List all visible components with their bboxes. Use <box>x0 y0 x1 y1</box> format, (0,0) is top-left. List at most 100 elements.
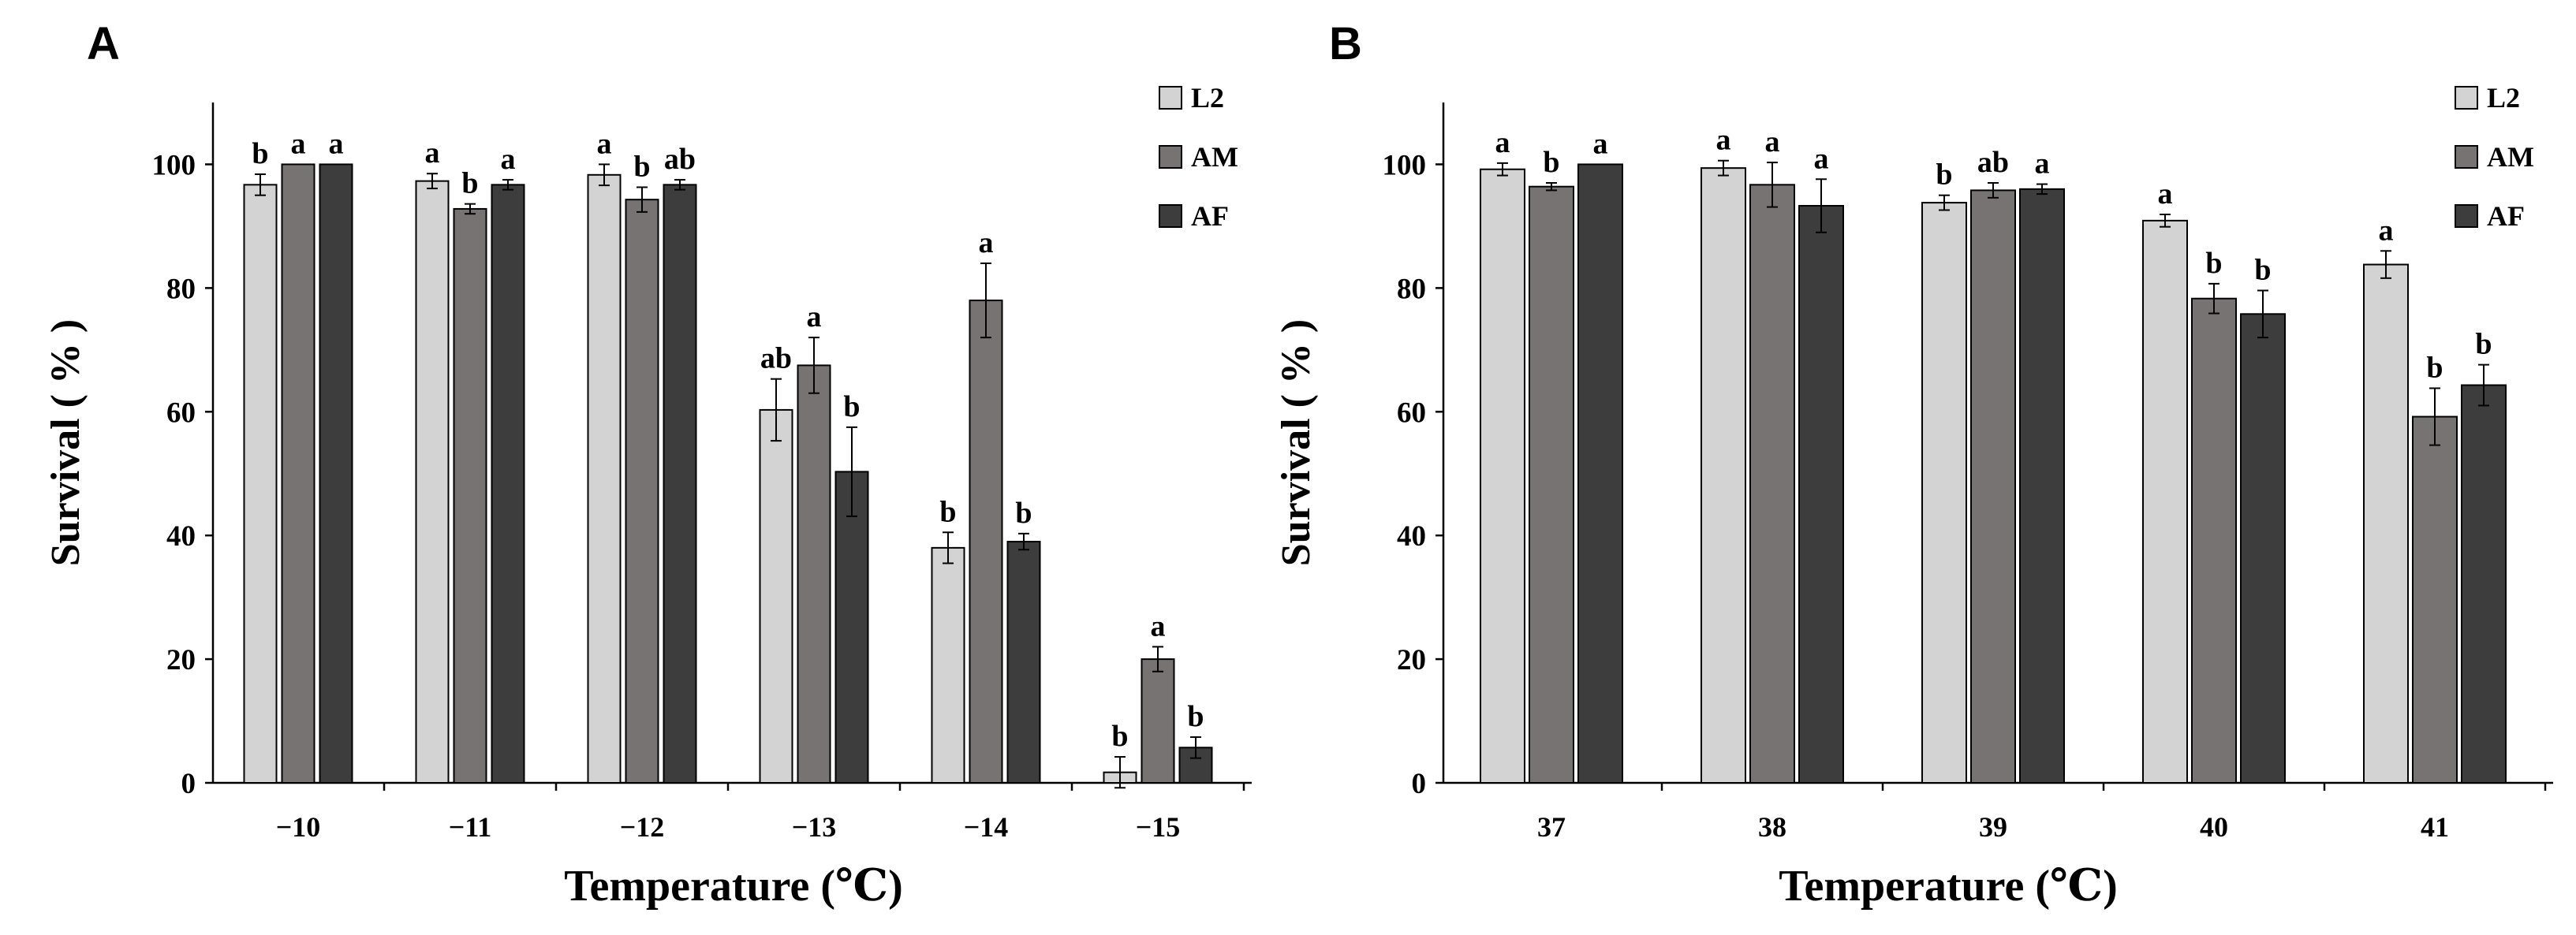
panel-b-significance-letter: a <box>1495 126 1510 159</box>
panel-b-y-tick-label: 60 <box>1397 397 1426 429</box>
panel-a-y-axis-title: Survival ( % ) <box>43 319 88 566</box>
panel-a-bar-l2 <box>759 408 793 784</box>
panel-b-bar-af <box>2019 188 2065 784</box>
panel-a-significance-letter: a <box>291 127 306 160</box>
panel-b-x-tick-label: 41 <box>2421 811 2449 843</box>
panel-b-significance-letter: b <box>1543 146 1559 179</box>
panel-a-bar-af <box>1006 541 1041 784</box>
panel-b-significance-letter: a <box>1814 142 1829 175</box>
panel-b-x-tick-label: 38 <box>1758 811 1786 843</box>
panel-b-bar-l2 <box>2363 263 2409 784</box>
panel-a-bar-am <box>625 199 659 784</box>
panel-a-significance-letter: a <box>501 143 516 176</box>
panel-b-significance-letter: a <box>2035 147 2050 181</box>
panel-a-bar-af <box>491 184 525 784</box>
panel-a-bar-am <box>281 163 315 784</box>
panel-b-y-tick-label: 20 <box>1397 644 1426 676</box>
panel-a-bar-l2 <box>415 180 450 784</box>
panel-a-label: A <box>87 18 120 69</box>
panel-b-significance-letter: a <box>1765 125 1780 158</box>
panel-a-significance-letter: b <box>252 137 268 170</box>
panel-b-bar-l2 <box>2142 219 2188 784</box>
panel-a-x-tick-label: −11 <box>449 811 492 843</box>
panel-a-bar-am <box>1141 658 1175 784</box>
panel-b-significance-letter: b <box>2254 254 2271 287</box>
panel-b-bar-am <box>2412 415 2458 784</box>
panel-a-significance-letter: b <box>461 167 478 200</box>
panel-b-x-tick-label: 40 <box>2200 811 2228 843</box>
panel-a-significance-letter: a <box>329 127 344 160</box>
panel-a-significance-letter: a <box>1151 609 1166 643</box>
panel-a-significance-letter: a <box>425 136 440 169</box>
panel-b-legend-swatch-af <box>2455 204 2478 228</box>
panel-b-legend-label-af: AF <box>2487 200 2525 232</box>
panel-a-bar-am <box>797 364 831 784</box>
panel-b-significance-letter: a <box>2379 214 2394 247</box>
panel-a-y-tick-label: 100 <box>152 149 196 181</box>
panel-a-x-tick-label: −13 <box>792 811 837 843</box>
panel-a-y-tick-label: 60 <box>166 397 196 429</box>
panel-a-significance-letter: b <box>1015 497 1032 530</box>
panel-b-label: B <box>1329 18 1362 69</box>
panel-b-x-tick-label: 39 <box>1979 811 2007 843</box>
panel-b-y-axis-title: Survival ( % ) <box>1274 319 1319 566</box>
panel-a-legend-label-l2: L2 <box>1191 82 1224 114</box>
panel-b-bar-af <box>1577 163 1623 784</box>
panel-b-significance-letter: b <box>2205 247 2222 280</box>
panel-a-y-tick-label: 40 <box>166 520 196 553</box>
panel-a-legend-swatch-am <box>1159 145 1182 169</box>
panel-b-legend-label-l2: L2 <box>2487 82 2520 114</box>
panel-b-significance-letter: ab <box>1977 146 2009 179</box>
panel-b-significance-letter: b <box>1936 158 1952 192</box>
panel-a-legend-label-af: AF <box>1191 200 1229 232</box>
panel-a-y-tick-label: 20 <box>166 644 196 676</box>
panel-b-y-tick-label: 40 <box>1397 520 1426 553</box>
panel-a-legend-swatch-af <box>1159 204 1182 228</box>
panel-a-x-tick-label: −10 <box>276 811 321 843</box>
panel-b-significance-letter: a <box>2158 177 2173 210</box>
panel-a-significance-letter: b <box>1187 700 1204 733</box>
panel-a-significance-letter: b <box>633 150 650 183</box>
panel-b-bar-am <box>1749 184 1795 784</box>
panel-a-significance-letter: b <box>939 495 956 528</box>
panel-a-significance-letter: b <box>843 390 860 423</box>
panel-b-legend-swatch-am <box>2455 145 2478 169</box>
panel-b-bar-l2 <box>1480 168 1525 784</box>
panel-b-bar-am <box>1970 189 2016 784</box>
panel-a-significance-letter: a <box>979 226 994 259</box>
panel-a-bar-am <box>969 300 1003 784</box>
panel-a-y-tick-label: 80 <box>166 273 196 305</box>
panel-a-bar-l2 <box>243 184 278 784</box>
panel-b-legend-label-am: AM <box>2487 141 2534 173</box>
panel-b-y-tick-label: 100 <box>1383 149 1427 181</box>
panel-a-x-tick-label: −12 <box>620 811 665 843</box>
panel-a-x-tick-label: −15 <box>1136 811 1181 843</box>
panel-b-x-tick-label: 37 <box>1537 811 1566 843</box>
panel-a-legend-label-am: AM <box>1191 141 1238 173</box>
panel-b-legend-swatch-l2 <box>2455 86 2478 110</box>
panel-a-bar-l2 <box>587 173 622 784</box>
panel-b-bar-am <box>1529 185 1574 784</box>
panel-a-y-tick-label: 0 <box>181 768 196 800</box>
panel-b-y-tick-label: 0 <box>1412 768 1427 800</box>
panel-a-bar-af <box>663 184 697 784</box>
panel-a-significance-letter: ab <box>760 342 792 375</box>
panel-b-y-tick-label: 80 <box>1397 273 1426 305</box>
panel-b-bar-am <box>2191 297 2237 784</box>
panel-a-bar-am <box>453 207 487 784</box>
panel-b-significance-letter: a <box>1716 124 1731 157</box>
panel-b-bar-l2 <box>1921 202 1967 784</box>
panel-b-x-axis-title: Temperature (℃) <box>1779 862 2117 911</box>
panel-a-significance-letter: ab <box>664 143 696 176</box>
panel-b-significance-letter: b <box>2475 328 2492 361</box>
panel-a-significance-letter: a <box>807 300 822 333</box>
panel-b-bar-af <box>2240 313 2286 784</box>
panel-a-x-tick-label: −14 <box>964 811 1009 843</box>
panel-b-bar-af <box>1798 205 1844 784</box>
panel-a-bar-af <box>319 163 353 784</box>
panel-a-legend-swatch-l2 <box>1159 86 1182 110</box>
panel-a-bar-af <box>834 471 869 784</box>
panel-b-bar-l2 <box>1701 167 1746 784</box>
panel-b-bar-af <box>2461 384 2507 784</box>
